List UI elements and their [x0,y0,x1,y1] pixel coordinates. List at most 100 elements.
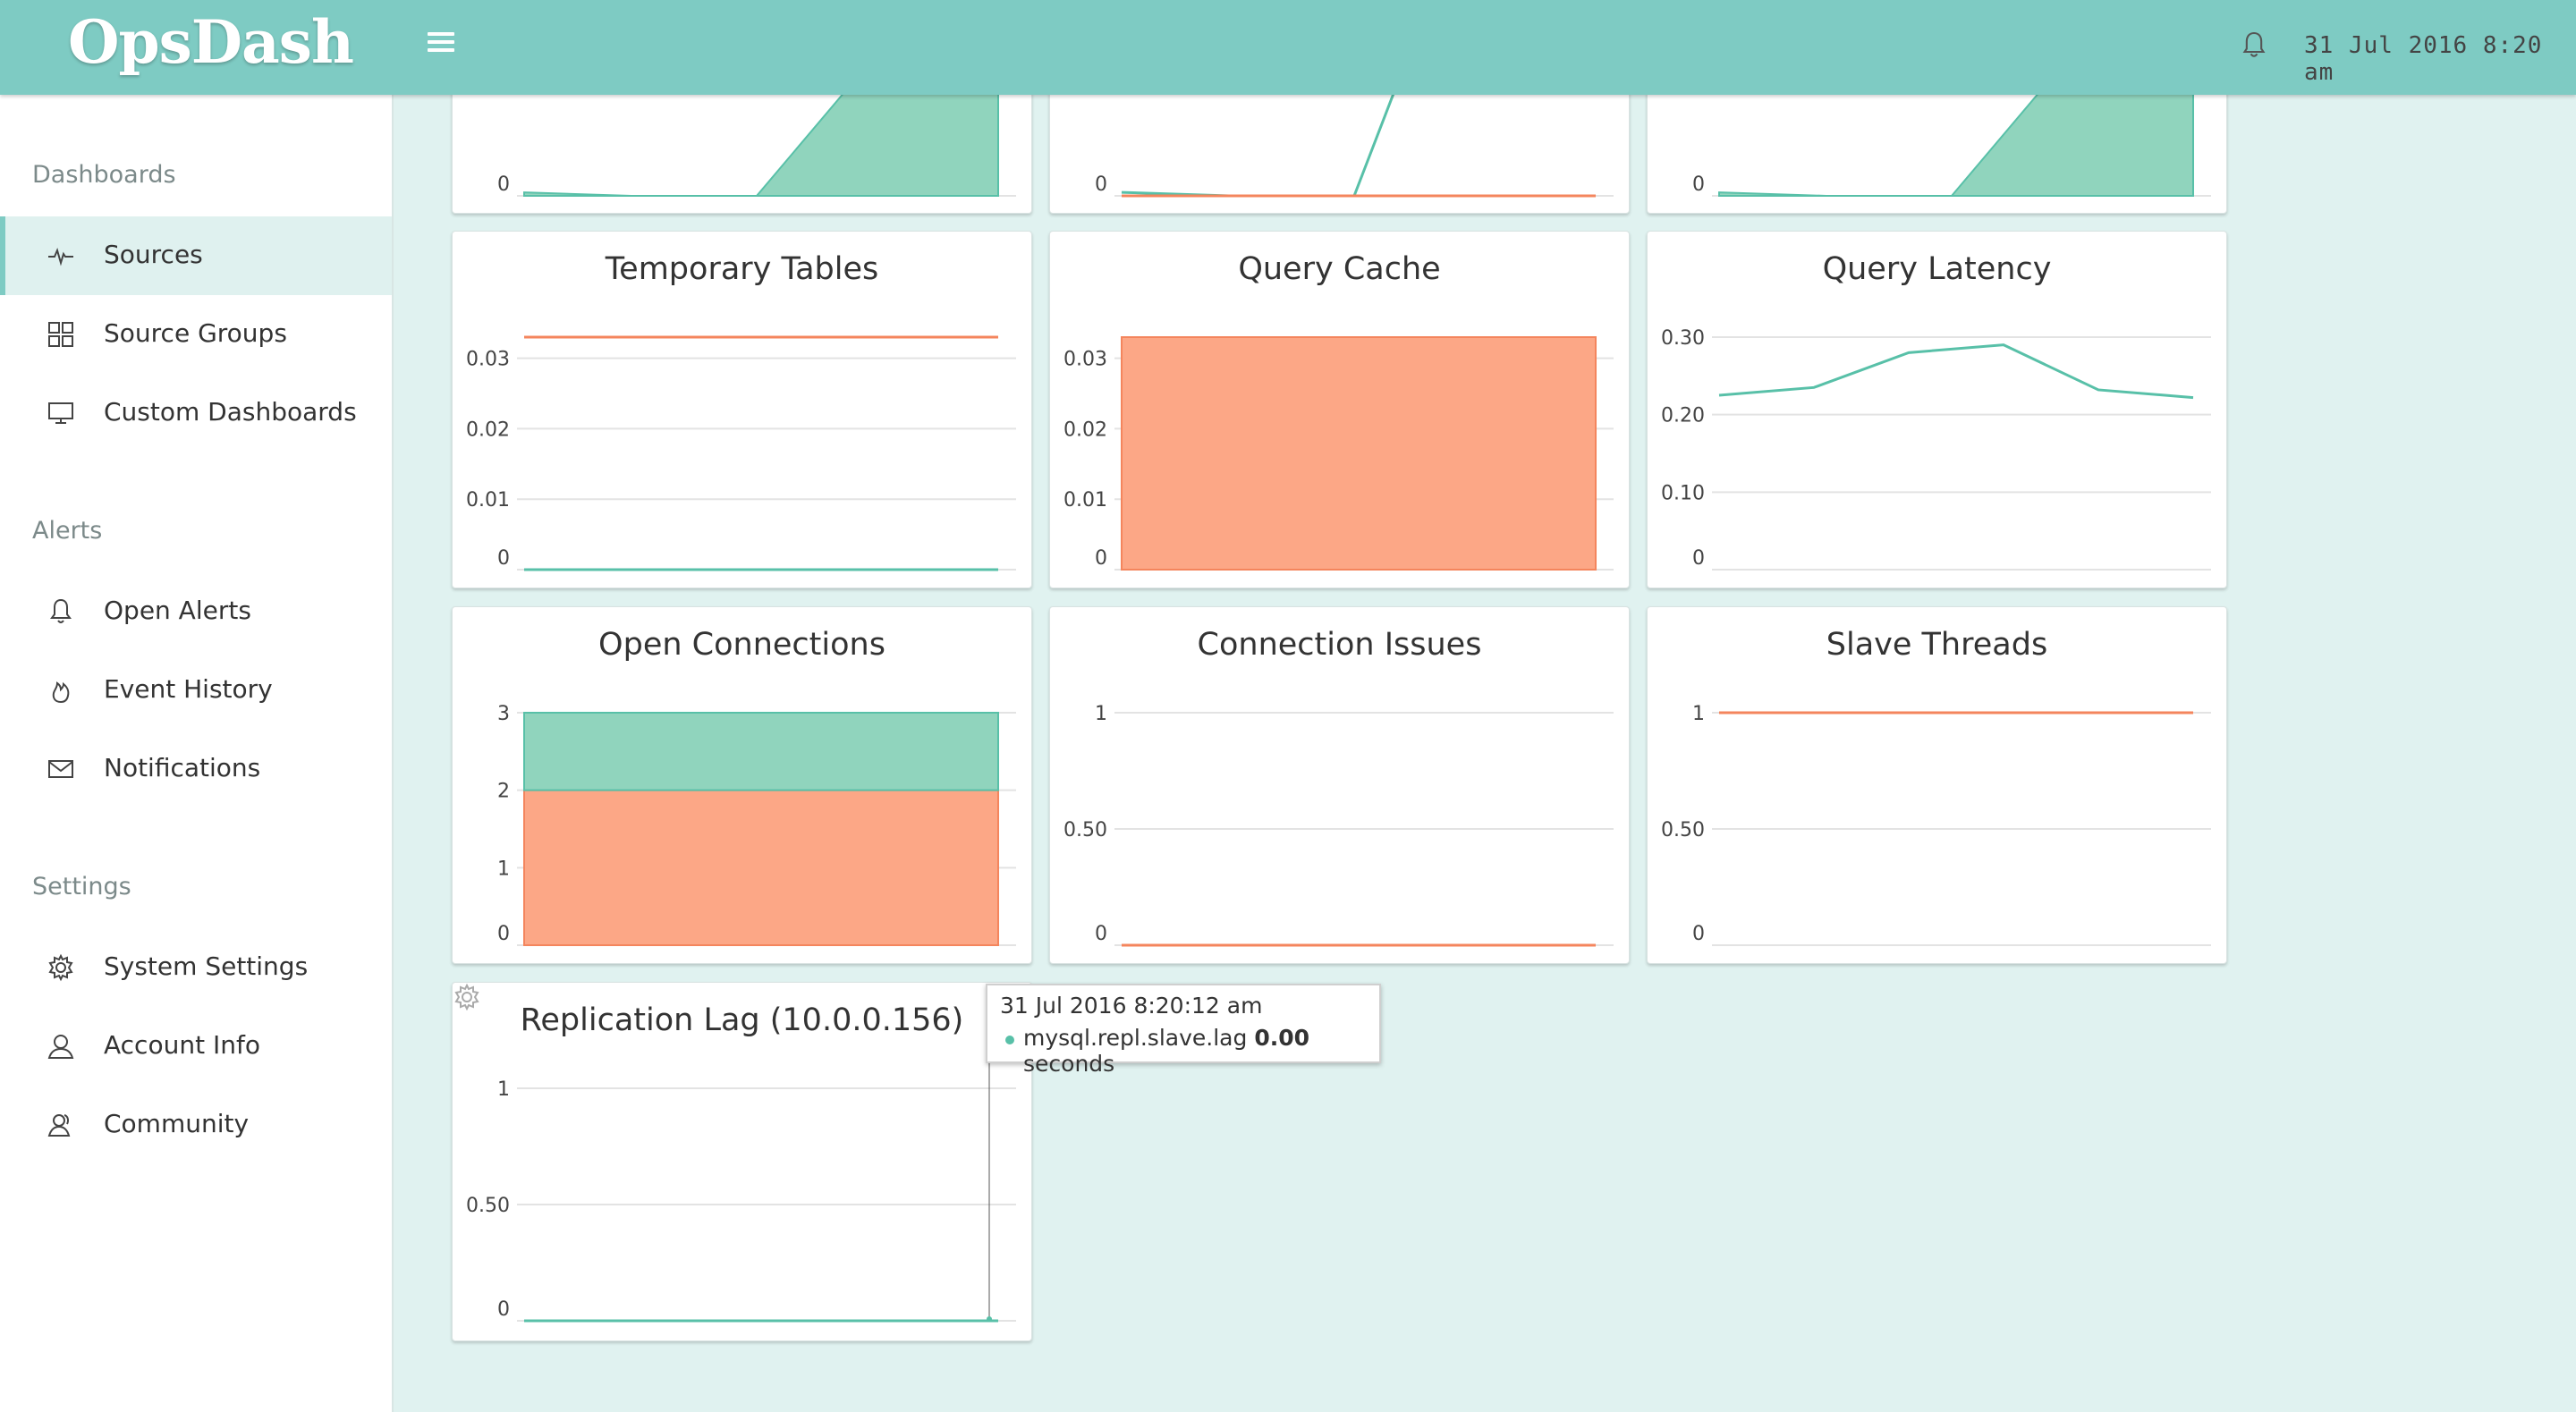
chart-card-open-connections: Open Connections 3 2 1 0 [452,606,1032,964]
y-tick-label: 0.02 [466,419,510,441]
chart-svg: 0 [497,90,1016,197]
user-icon [47,1035,74,1059]
y-tick-label: 0.50 [1661,819,1705,841]
y-tick-label: 0 [1095,547,1107,570]
chart-svg: 1 0.50 0 [1063,703,1614,947]
hover-point [987,1316,992,1322]
y-tick-label: 3 [497,703,510,725]
y-tick-label: 0.50 [466,1195,510,1217]
y-tick-label: 0.01 [466,489,510,512]
users-icon [47,1114,71,1137]
series-area [1121,336,1597,571]
tooltip-value-line: mysql.repl.slave.lag 0.00 seconds [1023,1025,1379,1077]
series-area [1718,90,2194,197]
y-tick-label: 0 [1692,547,1705,570]
chart-title: Replication Lag (10.0.0.156) [520,1002,964,1038]
y-tick-label: 0.03 [466,349,510,371]
sidebar-item-event-history[interactable]: Event History [0,651,392,730]
series-area [523,789,999,946]
tooltip-unit: seconds [1023,1051,1115,1077]
y-tick-label: 0 [1692,923,1705,945]
sidebar-item-label: Notifications [104,753,261,782]
section-title-alerts: Alerts [32,517,103,545]
sidebar-item-label: Community [104,1109,250,1138]
series-area [523,90,999,197]
chart-svg: 0.03 0.02 0.01 0 [1063,336,1614,571]
gear-icon [48,953,73,982]
y-tick-label: 1 [1095,703,1107,725]
chart-svg: 0.30 0.20 0.10 0 [1661,327,2211,571]
y-tick-label: 1 [497,1078,510,1101]
sidebar-item-label: Account Info [104,1030,260,1060]
chart-card-query-latency: Query Latency 0.30 0.20 0.10 0 [1647,231,2227,588]
y-tick-label: 2 [497,781,510,803]
chart-card: 0 [1049,89,1630,214]
chart-card: 0 [452,89,1032,214]
sidebar-item-source-groups[interactable]: Source Groups [0,295,392,374]
y-tick-label: 1 [497,858,510,880]
flame-icon [52,681,70,704]
chart-card: 0 [1647,89,2227,214]
top-bar: OpsDash 31 Jul 2016 8:20 am [0,0,2576,95]
tooltip-value: 0.00 [1254,1025,1309,1051]
tooltip-time: 31 Jul 2016 8:20:12 am [1000,993,1263,1019]
chart-card-query-cache: Query Cache 0.03 0.02 0.01 0 [1049,231,1630,588]
chart-svg: 0 [1692,90,2211,197]
section-title-settings: Settings [32,873,131,900]
grid-icon [48,322,73,347]
chart-svg: 0 [1095,90,1614,198]
sidebar-item-label: Custom Dashboards [104,397,357,427]
y-tick-label: 0 [1692,173,1705,196]
gear-icon[interactable] [453,983,481,1011]
y-tick-label: 0 [497,923,510,945]
logo[interactable]: OpsDash [68,7,354,77]
current-time: 31 Jul 2016 8:20 am [2304,32,2543,86]
y-tick-label: 0.03 [1063,349,1107,371]
chart-card-connection-issues: Connection Issues 1 0.50 0 [1049,606,1630,964]
y-tick-label: 1 [1692,703,1705,725]
notifications-bell-icon[interactable] [2241,30,2267,61]
chart-title: Query Cache [1238,251,1441,287]
section-title-dashboards: Dashboards [32,161,176,189]
y-tick-label: 0.01 [1063,489,1107,512]
monitor-icon [48,402,73,424]
chart-title: Slave Threads [1826,627,2048,663]
sidebar: Dashboards Sources Source Groups Custom … [0,95,394,1412]
sidebar-item-label: Open Alerts [104,596,251,625]
chart-card-slave-threads: Slave Threads 1 0.50 0 [1647,606,2227,964]
sidebar-item-open-alerts[interactable]: Open Alerts [0,572,392,651]
menu-toggle-icon[interactable] [428,32,454,59]
sidebar-item-sources[interactable]: Sources [0,216,392,295]
sidebar-item-system-settings[interactable]: System Settings [0,928,392,1007]
chart-svg: 1 0.50 0 [1661,703,2211,946]
sidebar-item-label: Event History [104,674,273,704]
sidebar-item-notifications[interactable]: Notifications [0,730,392,808]
y-tick-label: 0 [497,1298,510,1321]
sidebar-item-community[interactable]: Community [0,1086,392,1164]
sidebar-item-account-info[interactable]: Account Info [0,1007,392,1086]
sidebar-item-custom-dashboards[interactable]: Custom Dashboards [0,374,392,452]
y-tick-label: 0 [497,547,510,570]
y-tick-label: 0.02 [1063,419,1107,441]
bell-icon [50,598,72,623]
series-line [1718,343,2194,400]
tooltip-metric: mysql.repl.slave.lag [1023,1025,1248,1051]
chart-card-replication-lag: Replication Lag (10.0.0.156) 1 0.50 0 [452,982,1032,1341]
chart-title: Open Connections [598,627,886,663]
pulse-icon [48,248,73,266]
y-tick-label: 0 [497,173,510,196]
envelope-icon [48,760,73,778]
sidebar-item-label: Source Groups [104,318,287,348]
y-tick-label: 0.50 [1063,819,1107,841]
chart-title: Connection Issues [1197,627,1482,663]
chart-svg: 0.03 0.02 0.01 0 [466,335,1016,571]
sidebar-item-label: Sources [104,240,203,269]
sidebar-item-label: System Settings [104,951,309,981]
y-tick-label: 0.10 [1661,482,1705,504]
chart-title: Temporary Tables [605,251,879,287]
y-tick-label: 0.20 [1661,405,1705,427]
chart-svg: 3 2 1 0 [497,703,1016,946]
series-line [1121,90,1396,198]
y-tick-label: 0.30 [1661,327,1705,350]
y-tick-label: 0 [1095,923,1107,945]
